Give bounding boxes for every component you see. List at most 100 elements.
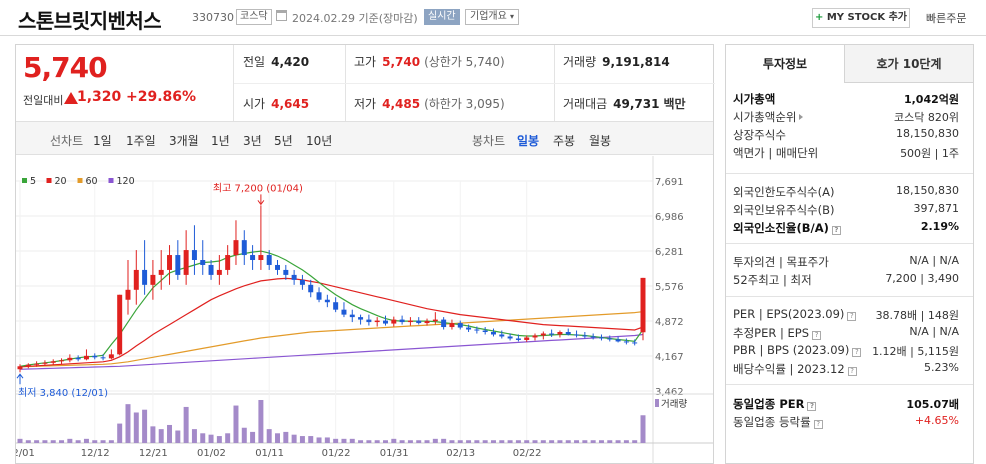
info-label: 동일업종 등락률? — [733, 414, 823, 430]
volume-bar — [92, 440, 98, 443]
help-icon[interactable]: ? — [831, 226, 841, 235]
quick-order-link[interactable]: 빠른주문 — [926, 12, 967, 25]
info-value: 500원 | 1주 — [900, 147, 959, 160]
candle-body — [133, 269, 139, 290]
candle-body — [432, 319, 438, 322]
x-tick-label: 12/21 — [139, 448, 168, 459]
volume-bar — [540, 440, 546, 443]
candle-body — [424, 321, 430, 324]
candle-body — [83, 355, 89, 360]
stock-header: 스톤브릿지벤처스 330730 코스닥 2024.02.29 기준(장마감) 실… — [0, 0, 986, 36]
candle-body — [399, 319, 405, 323]
stock-name: 스톤브릿지벤처스 — [18, 9, 162, 33]
x-tick-label: 12/12 — [81, 448, 110, 459]
candle-body — [125, 289, 131, 300]
legend-label: 20 — [55, 176, 67, 187]
y-tick-label: 6,986 — [655, 212, 684, 223]
my-stock-add-button[interactable]: + MY STOCK 추가 — [812, 8, 910, 28]
x-tick-label: 02/13 — [446, 448, 475, 459]
info-row: 동일업종 PER? 105.07배 — [726, 394, 973, 412]
candle-body — [574, 334, 580, 336]
ma120-line — [19, 333, 644, 370]
help-icon[interactable]: ? — [847, 367, 857, 376]
volume-bar — [515, 440, 521, 443]
realtime-button[interactable]: 실시간 — [424, 9, 460, 25]
caret-right-icon[interactable] — [799, 114, 804, 120]
candle-chart-label[interactable]: 봉차트 — [472, 134, 506, 148]
company-overview-dropdown[interactable]: 기업개요 ▾ — [465, 9, 520, 25]
candle-daily[interactable]: 일봉 — [517, 134, 540, 148]
stat-open: 시가 4,645 — [243, 95, 309, 112]
y-tick-label: 4,872 — [655, 317, 684, 328]
volume-bar — [308, 436, 314, 443]
volume-bar — [108, 440, 114, 443]
volume-bar — [349, 438, 355, 443]
candle-body — [341, 309, 347, 315]
tab-ask-10[interactable]: 호가 10단계 — [845, 45, 973, 83]
price-chart[interactable]: 7,691 6,986 6,281 5,576 4,872 4,167 3,462 12/01… — [6, 156, 713, 464]
candle-body — [208, 264, 214, 275]
candle-body — [457, 323, 463, 328]
line-chart-label[interactable]: 선차트 — [50, 134, 84, 148]
candle-body — [200, 260, 206, 265]
info-label: 시가총액 — [733, 92, 776, 106]
stat-high: 고가 5,740 (상한가 5,740) — [354, 53, 505, 70]
help-icon[interactable]: ? — [847, 312, 857, 321]
period-1d[interactable]: 1일 — [93, 134, 112, 148]
period-1w[interactable]: 1주일 — [126, 134, 156, 148]
info-label: 외국인한도주식수(A) — [733, 185, 835, 199]
chart-toolbar: 선차트 1일 1주일 3개월 1년 3년 5년 10년 봉차트 일봉 주봉 월봉 — [16, 121, 713, 155]
period-3m[interactable]: 3개월 — [169, 134, 199, 148]
tab-investment-info[interactable]: 투자정보 — [726, 45, 845, 83]
candle-body — [607, 338, 613, 340]
help-icon[interactable]: ? — [807, 402, 817, 411]
volume-bar — [275, 433, 280, 443]
volume-bar — [42, 440, 48, 443]
volume-bar — [59, 440, 65, 443]
candle-monthly[interactable]: 월봉 — [589, 134, 612, 148]
info-group: 시가총액 1,042억원 시가총액순위 코스닥 820위 상장주식수 18,150,830… — [726, 89, 973, 161]
candle-body — [540, 333, 546, 336]
help-icon[interactable]: ? — [813, 420, 823, 429]
price-change-pct: +29.86% — [126, 89, 197, 105]
info-label: 52주최고 | 최저 — [733, 273, 812, 287]
volume-bar — [100, 440, 106, 443]
plus-icon: + — [814, 12, 824, 23]
info-label: 외국인보유주식수(B) — [733, 203, 835, 217]
candle-body — [241, 240, 247, 256]
candlestick-chart[interactable]: 7,691 6,986 6,281 5,576 4,872 4,167 3,462 12/01… — [6, 156, 713, 464]
help-icon[interactable]: ? — [852, 348, 862, 357]
period-5y[interactable]: 5년 — [274, 134, 293, 148]
volume-bar — [623, 440, 629, 443]
y-tick-label: 5,576 — [655, 282, 684, 293]
volume-bar — [474, 440, 480, 443]
volume-bar — [607, 440, 613, 443]
stat-label: 고가 — [354, 55, 377, 69]
volume-bar — [83, 438, 89, 443]
volume-bar — [457, 440, 463, 443]
candle-body — [416, 320, 422, 324]
info-value: 코스닥 820위 — [894, 111, 959, 124]
period-1y[interactable]: 1년 — [211, 134, 230, 148]
current-price-box: 5,740 전일대비 1,320 +29.86% — [16, 45, 234, 121]
period-10y[interactable]: 10년 — [306, 134, 333, 148]
candle-body — [324, 299, 330, 303]
candle-body — [225, 255, 231, 270]
period-3y[interactable]: 3년 — [243, 134, 262, 148]
candle-body — [42, 362, 48, 364]
candle-body — [490, 332, 496, 335]
info-row: 외국인보유주식수(B) 397,871 — [726, 200, 973, 218]
info-value: 18,150,830 — [896, 184, 959, 197]
help-icon[interactable]: ? — [812, 331, 822, 340]
volume-bar — [482, 440, 488, 443]
candle-body — [549, 333, 555, 335]
candle-body — [383, 320, 388, 324]
stat-value: 4,485 — [382, 97, 421, 111]
info-row: 추정PER | EPS? N/A | N/A — [726, 323, 973, 341]
volume-bar — [598, 440, 604, 443]
stat-label: 거래대금 — [563, 97, 608, 111]
info-row: PBR | BPS (2023.09)? 1.12배 | 5,115원 — [726, 341, 973, 359]
volume-bar — [34, 440, 40, 443]
volume-bar — [441, 438, 447, 443]
candle-weekly[interactable]: 주봉 — [553, 134, 576, 148]
